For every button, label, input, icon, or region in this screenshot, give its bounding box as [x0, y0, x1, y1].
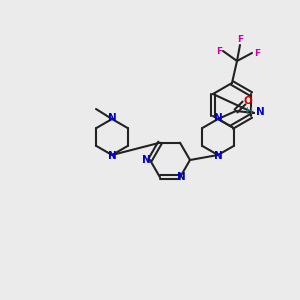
Text: N: N [108, 151, 116, 161]
Text: O: O [244, 96, 252, 106]
Text: N: N [108, 113, 116, 123]
Text: F: F [216, 46, 222, 56]
Text: H: H [245, 107, 252, 116]
Text: N: N [214, 113, 222, 123]
Text: N: N [177, 172, 185, 182]
Text: F: F [237, 35, 243, 44]
Text: N: N [214, 151, 222, 161]
Text: N: N [256, 107, 265, 117]
Text: F: F [254, 49, 260, 58]
Text: N: N [142, 155, 150, 165]
